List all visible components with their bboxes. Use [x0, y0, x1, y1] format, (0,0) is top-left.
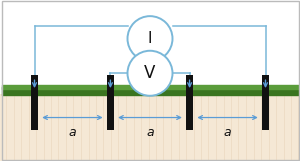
Text: a: a	[146, 126, 154, 139]
Bar	[107, 75, 114, 130]
Ellipse shape	[128, 16, 172, 61]
Bar	[0, 94, 300, 161]
Bar	[262, 75, 269, 130]
Text: a: a	[224, 126, 231, 139]
Bar	[186, 75, 193, 130]
Text: a: a	[69, 126, 76, 139]
Text: V: V	[144, 64, 156, 82]
Ellipse shape	[128, 51, 172, 96]
Bar	[31, 75, 38, 130]
Text: I: I	[148, 31, 152, 46]
Bar	[0, 0, 300, 94]
